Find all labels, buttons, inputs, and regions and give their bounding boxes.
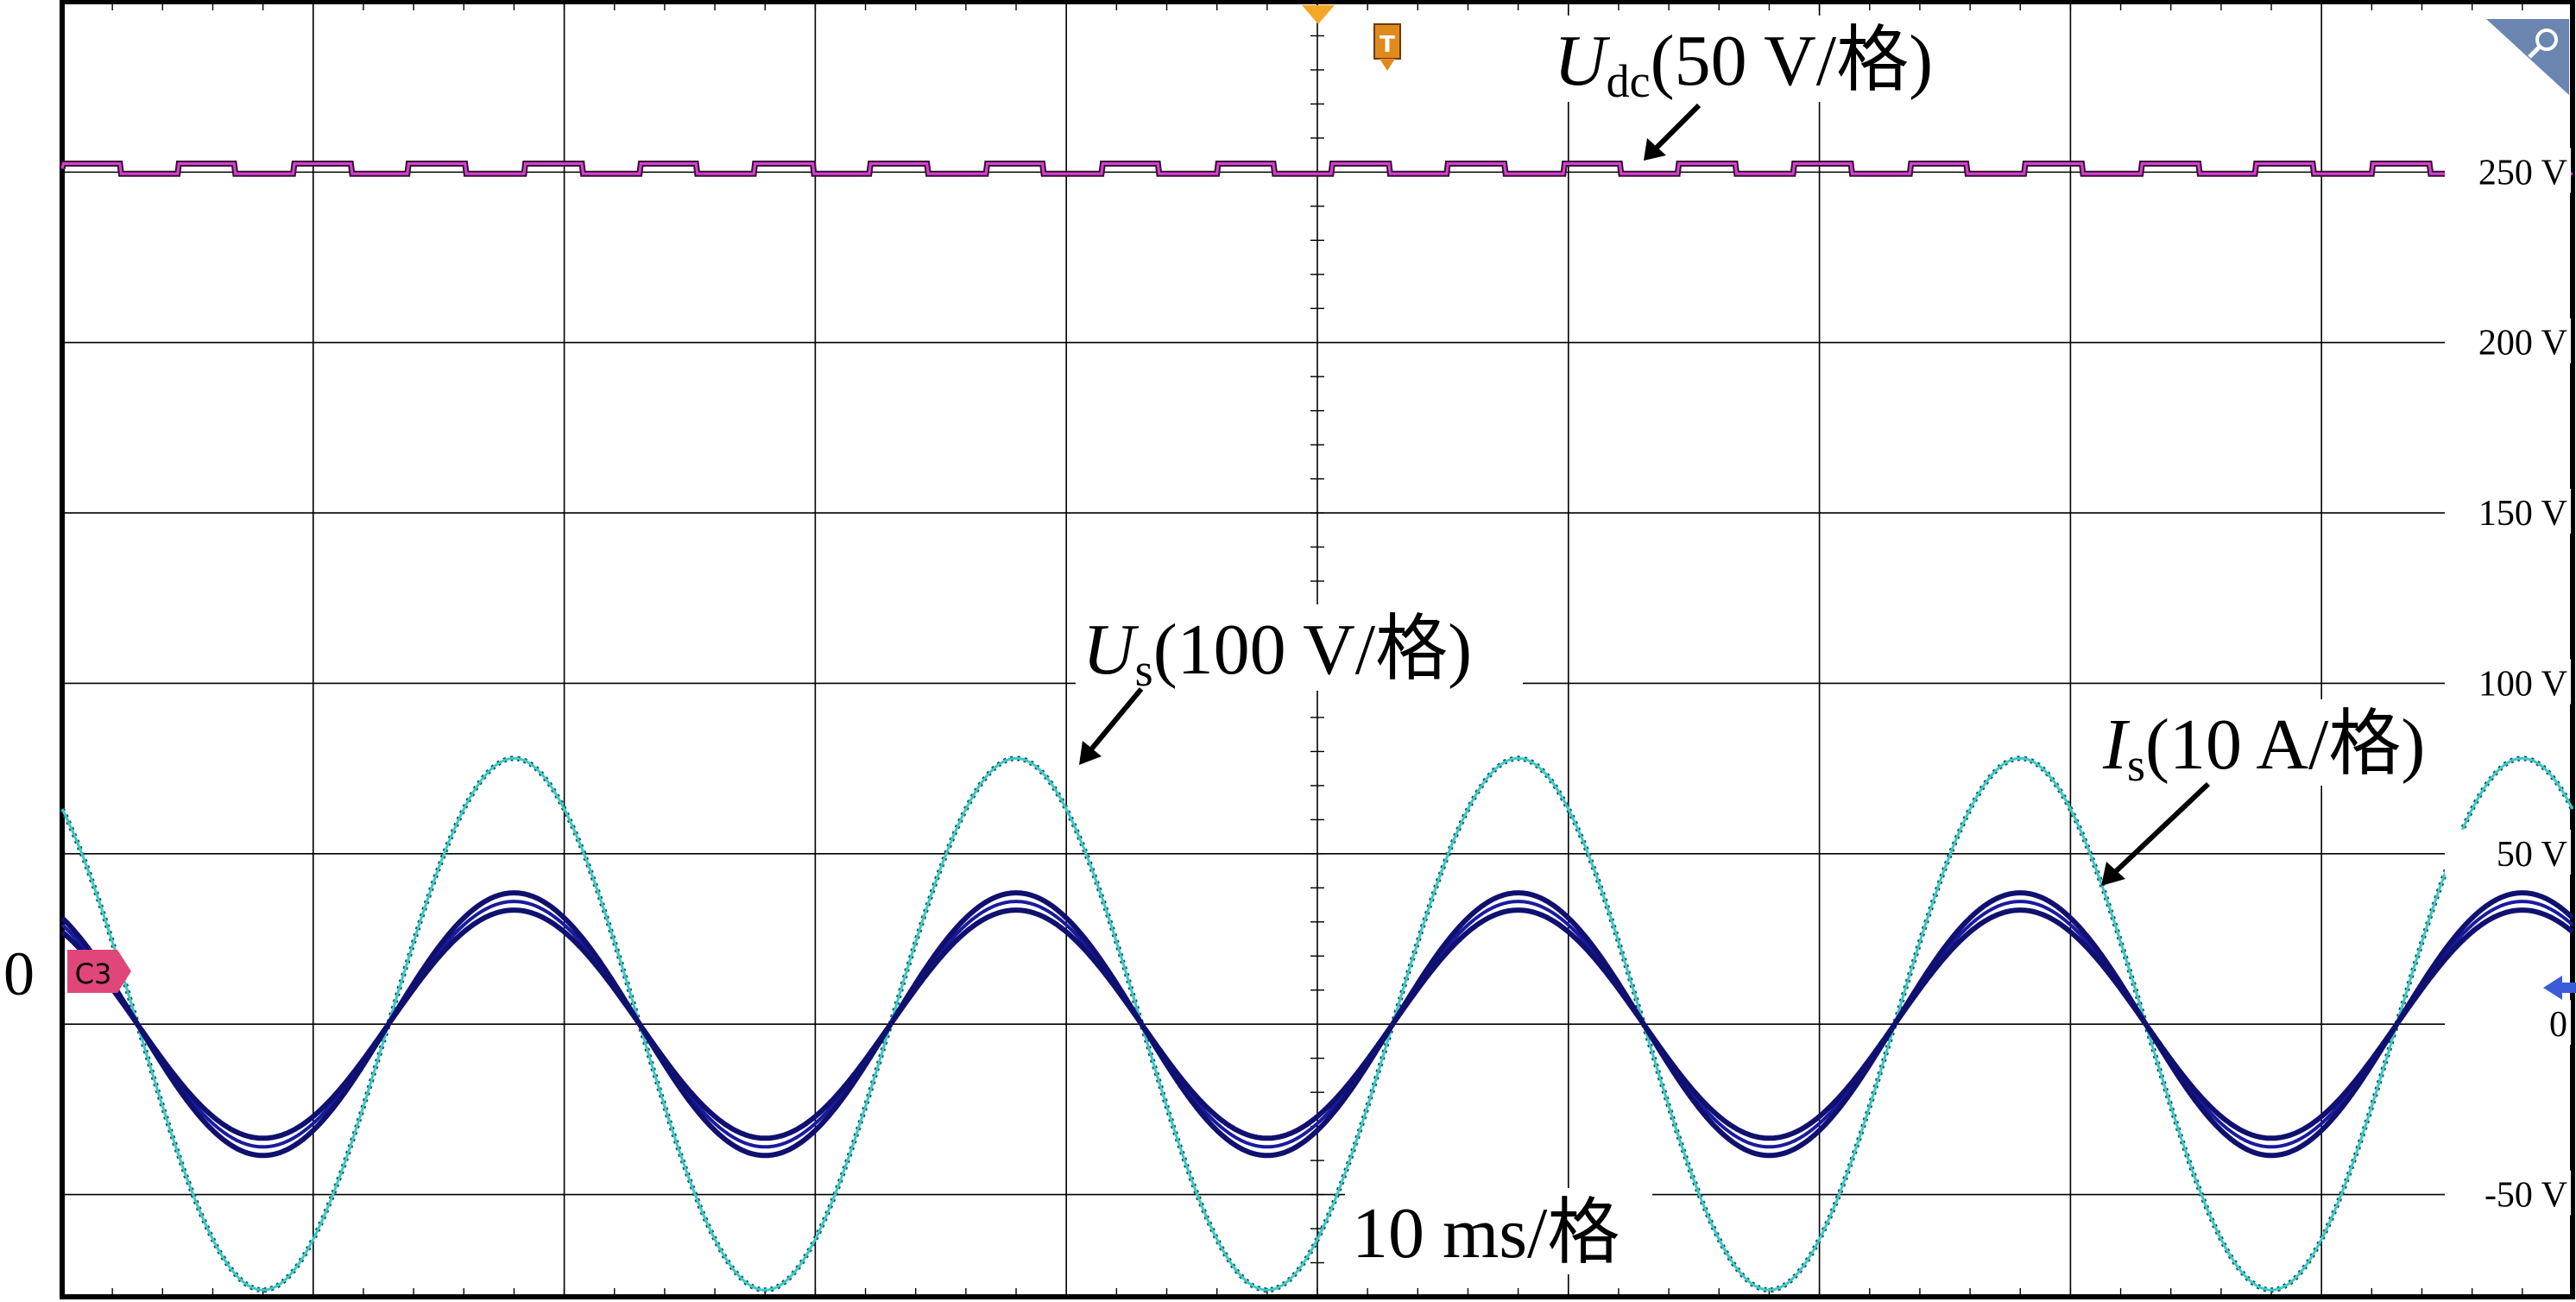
udc-label-main: U: [1554, 21, 1611, 101]
channel-marker-label: C3: [75, 958, 112, 990]
is-annotation: Is(10 A/格): [2096, 699, 2476, 886]
y-tick-bg: [2445, 489, 2571, 534]
us-label-main: U: [1083, 610, 1140, 690]
trigger-marker: T: [1373, 23, 1401, 71]
y-tick-label: 200 V: [2478, 324, 2567, 363]
us-label-sub: s: [1135, 644, 1153, 696]
is-arrow: [2111, 781, 2211, 876]
y-tick-label: 0: [2549, 1005, 2567, 1045]
is-label-main: I: [2102, 705, 2131, 785]
series-udc: [60, 162, 2573, 175]
ground-label: 0: [3, 939, 35, 1008]
udc-label-scale: (50 V/格): [1651, 21, 1933, 101]
svg-text:Us(100 V/格): Us(100 V/格): [1083, 610, 1472, 696]
timebase-label: 10 ms/格: [1352, 1193, 1619, 1274]
series-is-band-lower: [60, 907, 2574, 1159]
udc-arrow: [1653, 103, 1702, 151]
y-tick-bg: [2445, 1170, 2571, 1216]
trigger-position-icon: [1302, 5, 1335, 24]
channel-marker: C3: [67, 950, 131, 993]
us-label-scale: (100 V/格): [1153, 610, 1472, 690]
y-tick-labels: 250 V 200 V 150 V 100 V 50 V 0 -50 V: [2445, 148, 2571, 1216]
y-tick-bg: [2445, 829, 2571, 875]
is-label-scale: (10 A/格): [2145, 705, 2425, 785]
y-tick-bg: [2445, 148, 2571, 193]
is-label-sub: s: [2127, 739, 2145, 791]
y-tick-label: 250 V: [2478, 153, 2567, 193]
series-us: [60, 756, 2574, 1292]
traces: [59, 161, 2575, 1293]
y-tick-label: 50 V: [2497, 835, 2567, 875]
udc-annotation: Udc(50 V/格): [1545, 16, 1986, 161]
y-tick-label: 100 V: [2478, 664, 2567, 704]
timebase-annotation: 10 ms/格: [1345, 1188, 1652, 1274]
y-tick-bg: [2445, 659, 2571, 705]
udc-label-sub: dc: [1607, 55, 1651, 107]
trigger-marker-label: T: [1380, 32, 1395, 58]
y-tick-label: 150 V: [2478, 494, 2567, 534]
y-tick-bg: [2445, 1000, 2571, 1046]
us-annotation: Us(100 V/格): [1076, 604, 1523, 765]
reference-arrow-icon: [2543, 976, 2576, 1000]
zoom-magnifier-icon: [2486, 19, 2569, 95]
y-tick-bg: [2445, 318, 2571, 363]
us-arrow: [1089, 687, 1144, 751]
svg-text:Is(10 A/格): Is(10 A/格): [2102, 705, 2425, 791]
y-tick-label: -50 V: [2484, 1176, 2567, 1216]
svg-text:Udc(50 V/格): Udc(50 V/格): [1554, 21, 1933, 107]
